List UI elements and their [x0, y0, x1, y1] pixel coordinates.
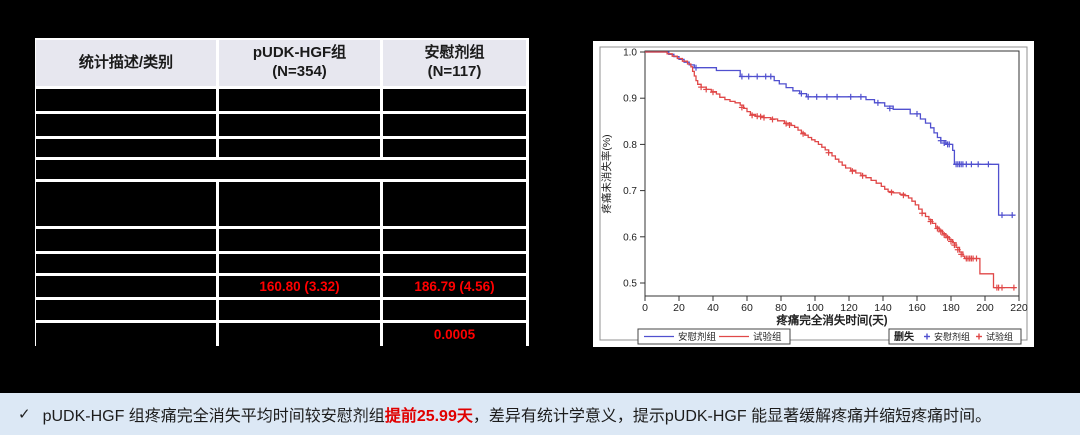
table-cell-redacted: [219, 139, 380, 157]
table-cell-redacted: [36, 229, 216, 251]
x-tick-label: 200: [976, 302, 994, 314]
table-row: [36, 229, 526, 254]
table-header-row: 统计描述/类别 pUDK-HGF组 (N=354) 安慰剂组 (N=117): [36, 40, 526, 89]
summary-segment: ，差异有统计学意义，提示pUDK-HGF 能显著缓解疼痛并缩短疼痛时间。: [472, 408, 992, 425]
y-tick-label: 0.6: [623, 232, 637, 243]
x-tick-label: 100: [806, 302, 824, 314]
x-tick-label: 120: [840, 302, 858, 314]
table-cell-redacted: [219, 89, 380, 111]
y-tick-label: 0.8: [623, 140, 637, 151]
x-tick-label: 220: [1010, 302, 1028, 314]
table-row: 0.0005: [36, 323, 526, 346]
table-row: [36, 114, 526, 139]
table-cell-redacted: [36, 254, 216, 273]
km-chart: 0.5 0.6 0.7 0.8 0.9 1.0 0 20 40 60 80 100 120 140 160 1…: [593, 41, 1034, 347]
x-tick-label: 40: [707, 302, 719, 314]
placebo-curve: [645, 51, 1016, 216]
y-tick-label: 0.5: [623, 279, 637, 290]
column-title: 统计描述/类别: [78, 53, 174, 71]
x-tick-label: 80: [775, 302, 787, 314]
x-tick-label: 20: [673, 302, 685, 314]
chart-y-axis-label: 疼痛未消失率(%): [600, 134, 613, 213]
table-cell-redacted: [36, 139, 216, 157]
table-cell-redacted: [36, 323, 216, 346]
table-row: [36, 300, 526, 323]
table-row: [36, 182, 526, 229]
km-chart-svg: 0.5 0.6 0.7 0.8 0.9 1.0 0 20 40 60 80 100 120 140 160 1…: [599, 46, 1028, 345]
table-cell-redacted: [383, 114, 526, 136]
table-row: [36, 139, 526, 160]
chart-x-axis-label: 疼痛完全消失时间(天): [776, 313, 887, 327]
x-tick-label: 140: [874, 302, 892, 314]
table-cell-redacted: [36, 300, 216, 320]
table-cell-redacted: [36, 89, 216, 111]
x-tick-label: 0: [642, 302, 648, 314]
table-cell-redacted: [219, 254, 380, 273]
x-tick-label: 160: [908, 302, 926, 314]
table-cell-value: 160.80 (3.32): [219, 276, 380, 297]
figure-border: [599, 46, 1028, 341]
table-header-cell: pUDK-HGF组 (N=354): [219, 40, 380, 86]
table-row: [36, 160, 526, 182]
summary-segment: pUDK-HGF 组疼痛完全消失平均时间较安慰剂组: [42, 408, 385, 425]
table-cell-redacted: [36, 114, 216, 136]
legend-label: 试验组: [986, 331, 1013, 342]
plot-frame: [644, 50, 1020, 297]
table-cell-redacted: [219, 182, 380, 226]
stats-table: 统计描述/类别 pUDK-HGF组 (N=354) 安慰剂组 (N=117) 1…: [35, 38, 529, 346]
checkmark-icon: ✓: [18, 406, 31, 423]
table-cell-redacted: [36, 160, 526, 179]
table-cell-redacted: [383, 139, 526, 157]
legend-line-box: [637, 328, 791, 345]
table-cell-redacted: [383, 300, 526, 320]
table-cell-redacted: [383, 89, 526, 111]
table-body: 160.80 (3.32) 186.79 (4.56) 0.0005: [36, 89, 526, 346]
table-cell-redacted: [383, 229, 526, 251]
y-tick-label: 1.0: [623, 48, 637, 59]
table-cell-redacted: [383, 254, 526, 273]
y-tick-label: 0.7: [623, 186, 637, 197]
highlight-value: 提前25.99天: [384, 408, 473, 425]
table-header-cell: 统计描述/类别: [36, 40, 216, 86]
table-row: [36, 254, 526, 276]
column-subtitle: (N=354): [272, 63, 327, 80]
table-cell-redacted: [219, 114, 380, 136]
table-row: 160.80 (3.32) 186.79 (4.56): [36, 276, 526, 300]
table-cell-redacted: [219, 300, 380, 320]
legend-censor-box: [888, 328, 1022, 345]
legend-label: 试验组: [753, 331, 782, 343]
table-cell-value: 186.79 (4.56): [383, 276, 526, 297]
column-title: 安慰剂组: [424, 44, 485, 62]
summary-text: pUDK-HGF 组疼痛完全消失平均时间较安慰剂组提前25.99天，差异有统计学…: [43, 402, 992, 426]
table-cell-redacted: [219, 229, 380, 251]
legend-censor-title: 删失: [894, 330, 915, 343]
table-cell-value: 0.0005: [383, 323, 526, 346]
column-title: pUDK-HGF组: [252, 44, 347, 62]
legend-label: 安慰剂组: [934, 331, 970, 342]
column-subtitle: (N=117): [427, 63, 482, 80]
table-cell-redacted: [36, 276, 216, 297]
table-cell-redacted: [383, 182, 526, 226]
table-cell-redacted: [36, 182, 216, 226]
table-row: [36, 89, 526, 114]
table-header-cell: 安慰剂组 (N=117): [383, 40, 526, 86]
y-tick-label: 0.9: [623, 94, 637, 105]
legend-label: 安慰剂组: [678, 331, 717, 343]
summary-banner: ✓ pUDK-HGF 组疼痛完全消失平均时间较安慰剂组提前25.99天，差异有统…: [0, 393, 1080, 435]
x-tick-label: 180: [942, 302, 960, 314]
table-cell-redacted: [219, 323, 380, 346]
x-tick-label: 60: [741, 302, 753, 314]
